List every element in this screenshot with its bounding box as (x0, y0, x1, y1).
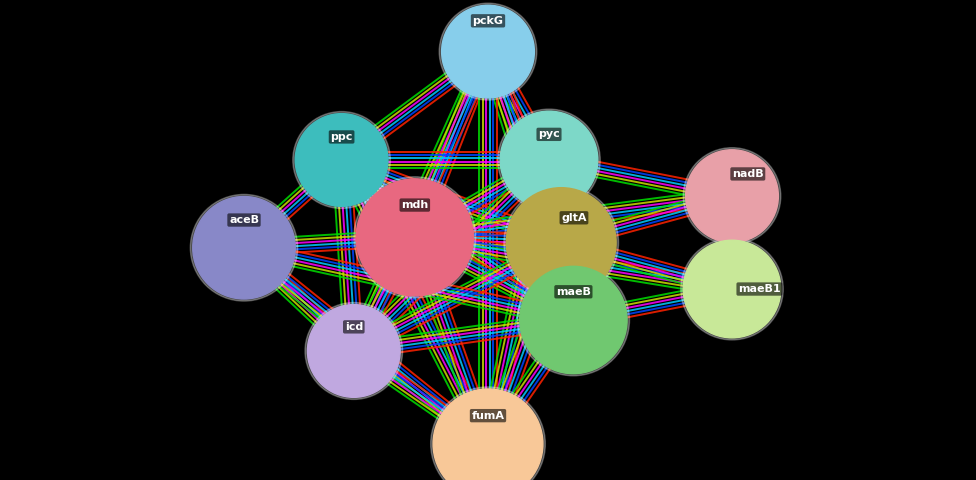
Ellipse shape (307, 305, 400, 397)
Ellipse shape (296, 114, 388, 206)
Ellipse shape (441, 5, 535, 98)
Text: maeB1: maeB1 (738, 284, 781, 294)
Ellipse shape (193, 196, 296, 299)
Ellipse shape (353, 177, 476, 298)
Ellipse shape (430, 387, 546, 480)
Ellipse shape (356, 179, 473, 296)
Text: gltA: gltA (561, 213, 587, 223)
Ellipse shape (517, 264, 630, 376)
Ellipse shape (190, 194, 298, 301)
Text: nadB: nadB (732, 169, 763, 179)
Ellipse shape (681, 238, 784, 340)
Ellipse shape (305, 302, 403, 399)
Ellipse shape (520, 266, 627, 373)
Text: ppc: ppc (331, 132, 352, 142)
Ellipse shape (293, 111, 390, 208)
Ellipse shape (685, 150, 779, 242)
Ellipse shape (501, 111, 597, 209)
Text: fumA: fumA (471, 411, 505, 420)
Ellipse shape (439, 3, 537, 100)
Text: maeB: maeB (556, 287, 590, 297)
Text: aceB: aceB (229, 215, 259, 225)
Ellipse shape (683, 148, 781, 245)
Ellipse shape (504, 186, 619, 300)
Ellipse shape (507, 188, 616, 298)
Ellipse shape (433, 389, 543, 480)
Ellipse shape (498, 109, 600, 211)
Text: mdh: mdh (401, 200, 428, 210)
Ellipse shape (683, 240, 781, 338)
Text: pckG: pckG (472, 16, 504, 26)
Text: pyc: pyc (538, 129, 560, 139)
Text: icd: icd (345, 322, 363, 332)
